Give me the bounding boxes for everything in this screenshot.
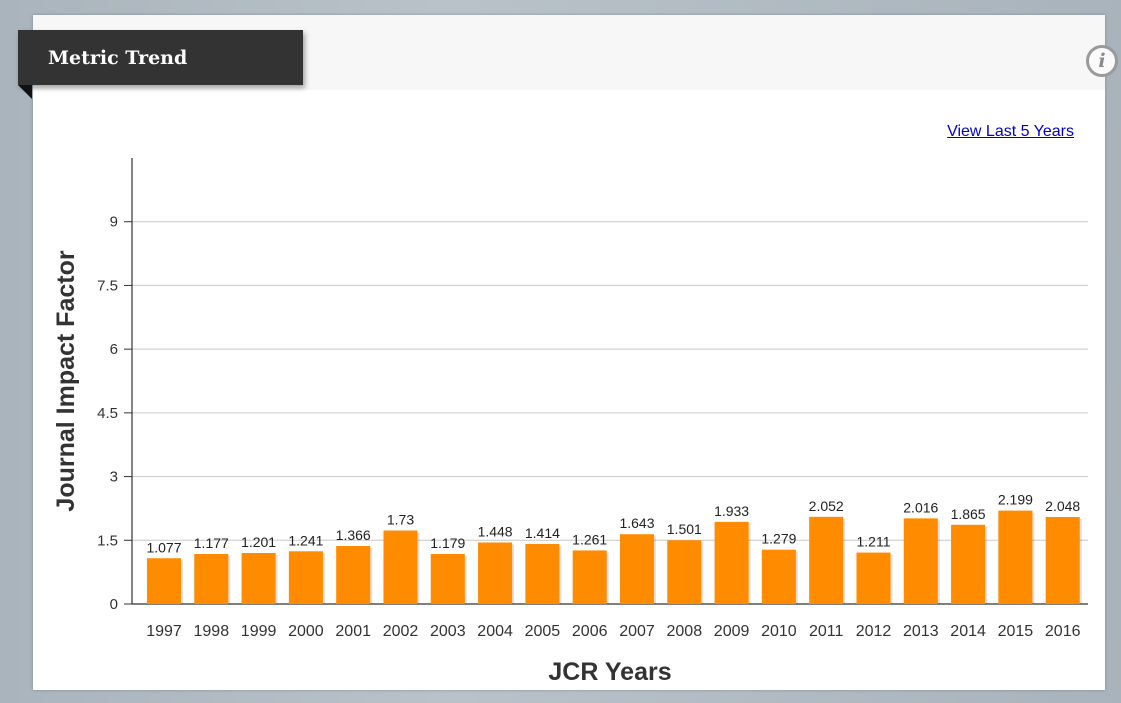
x-tick-label: 2007 <box>619 623 655 640</box>
card-title: Metric Trend <box>48 46 188 69</box>
bar-2016 <box>1045 517 1080 604</box>
x-tick-label: 2015 <box>998 623 1034 640</box>
y-tick-label: 3 <box>110 469 118 486</box>
bar-2012 <box>856 552 891 604</box>
data-label: 1.933 <box>714 503 749 519</box>
bar-1998 <box>194 554 229 604</box>
x-tick-label: 2006 <box>572 623 608 640</box>
y-tick-label: 1.5 <box>97 532 118 549</box>
card-title-tab: Metric Trend <box>18 30 303 85</box>
data-label: 1.501 <box>667 521 702 537</box>
data-label: 1.077 <box>146 539 181 555</box>
bar-2001 <box>336 545 371 604</box>
info-icon[interactable]: i <box>1086 45 1118 77</box>
bar-1997 <box>146 558 182 604</box>
x-tick-label: 2013 <box>903 623 939 640</box>
title-tab-fold <box>18 85 32 99</box>
bar-2010 <box>761 549 796 604</box>
x-tick-label: 1998 <box>194 623 230 640</box>
bar-2002 <box>383 530 418 604</box>
x-tick-label: 2004 <box>477 623 513 640</box>
data-label: 1.261 <box>572 531 607 547</box>
x-tick-label: 2016 <box>1045 623 1081 640</box>
data-label: 1.177 <box>194 535 229 551</box>
data-label: 1.241 <box>288 532 323 548</box>
bar-2005 <box>525 543 560 604</box>
data-label: 1.211 <box>857 534 891 550</box>
data-label: 2.048 <box>1045 498 1080 514</box>
bar-2000 <box>288 551 323 604</box>
x-tick-label: 2000 <box>288 623 324 640</box>
bar-2011 <box>809 516 844 604</box>
view-last-5-years-link[interactable]: View Last 5 Years <box>947 123 1074 140</box>
bar-2006 <box>572 550 607 604</box>
x-tick-label: 2009 <box>714 623 750 640</box>
x-tick-label: 2010 <box>761 623 797 640</box>
bar-2013 <box>903 518 938 604</box>
y-tick-label: 9 <box>110 214 118 231</box>
x-tick-label: 1999 <box>241 623 277 640</box>
bar-2008 <box>667 540 702 604</box>
data-label: 2.016 <box>903 499 938 515</box>
y-tick-label: 0 <box>110 596 118 613</box>
data-label: 2.052 <box>809 498 844 514</box>
bar-2009 <box>714 521 749 604</box>
y-tick-label: 7.5 <box>97 277 118 294</box>
x-tick-label: 2001 <box>335 623 371 640</box>
data-label: 1.448 <box>478 523 513 539</box>
data-label: 1.179 <box>430 535 465 551</box>
bar-2015 <box>998 510 1033 604</box>
data-label: 1.865 <box>951 506 986 522</box>
bar-2014 <box>951 524 986 604</box>
data-label: 1.201 <box>241 534 276 550</box>
x-axis-title: JCR Years <box>548 658 671 686</box>
x-tick-label: 1997 <box>146 623 182 640</box>
bar-2003 <box>430 553 465 604</box>
data-label: 1.279 <box>761 531 796 547</box>
x-tick-label: 2012 <box>856 623 892 640</box>
y-axis-title: Journal Impact Factor <box>52 250 80 511</box>
data-label: 1.643 <box>619 515 654 531</box>
x-tick-label: 2014 <box>950 623 986 640</box>
data-label: 1.366 <box>336 527 371 543</box>
y-tick-label: 4.5 <box>97 405 118 422</box>
x-tick-label: 2002 <box>383 623 419 640</box>
x-tick-label: 2005 <box>525 623 561 640</box>
x-tick-label: 2008 <box>667 623 703 640</box>
data-label: 1.414 <box>525 525 560 541</box>
data-label: 2.199 <box>998 492 1033 508</box>
bar-2007 <box>619 534 655 604</box>
bar-1999 <box>241 552 276 604</box>
x-tick-label: 2011 <box>809 623 844 640</box>
bar-2004 <box>478 542 513 604</box>
x-tick-label: 2003 <box>430 623 466 640</box>
y-tick-label: 6 <box>110 341 118 358</box>
data-label: 1.73 <box>387 512 414 528</box>
